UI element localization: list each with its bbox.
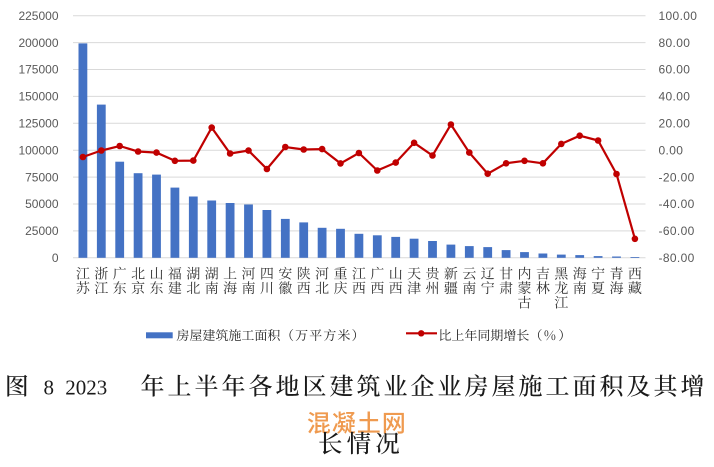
svg-text:-80.00: -80.00 (659, 251, 695, 265)
svg-text:2023: 2023 (65, 376, 107, 400)
svg-text:100000: 100000 (18, 143, 58, 157)
svg-text:100.00: 100.00 (659, 9, 698, 23)
svg-text:75000: 75000 (25, 170, 59, 184)
svg-text:0.00: 0.00 (659, 143, 684, 157)
svg-text:50000: 50000 (25, 197, 59, 211)
svg-text:200000: 200000 (18, 36, 58, 50)
svg-text:125000: 125000 (18, 117, 58, 131)
svg-text:-20.00: -20.00 (659, 170, 695, 184)
svg-text:25000: 25000 (25, 224, 59, 238)
svg-text:175000: 175000 (18, 63, 58, 77)
svg-text:60.00: 60.00 (659, 63, 691, 77)
svg-text:8: 8 (44, 376, 55, 400)
svg-text:20.00: 20.00 (659, 117, 691, 131)
svg-text:-40.00: -40.00 (659, 197, 695, 211)
svg-text:40.00: 40.00 (659, 90, 691, 104)
svg-text:0: 0 (52, 251, 59, 265)
svg-text:150000: 150000 (18, 90, 58, 104)
svg-text:80.00: 80.00 (659, 36, 691, 50)
svg-text:-60.00: -60.00 (659, 224, 695, 238)
svg-text:225000: 225000 (18, 9, 58, 23)
